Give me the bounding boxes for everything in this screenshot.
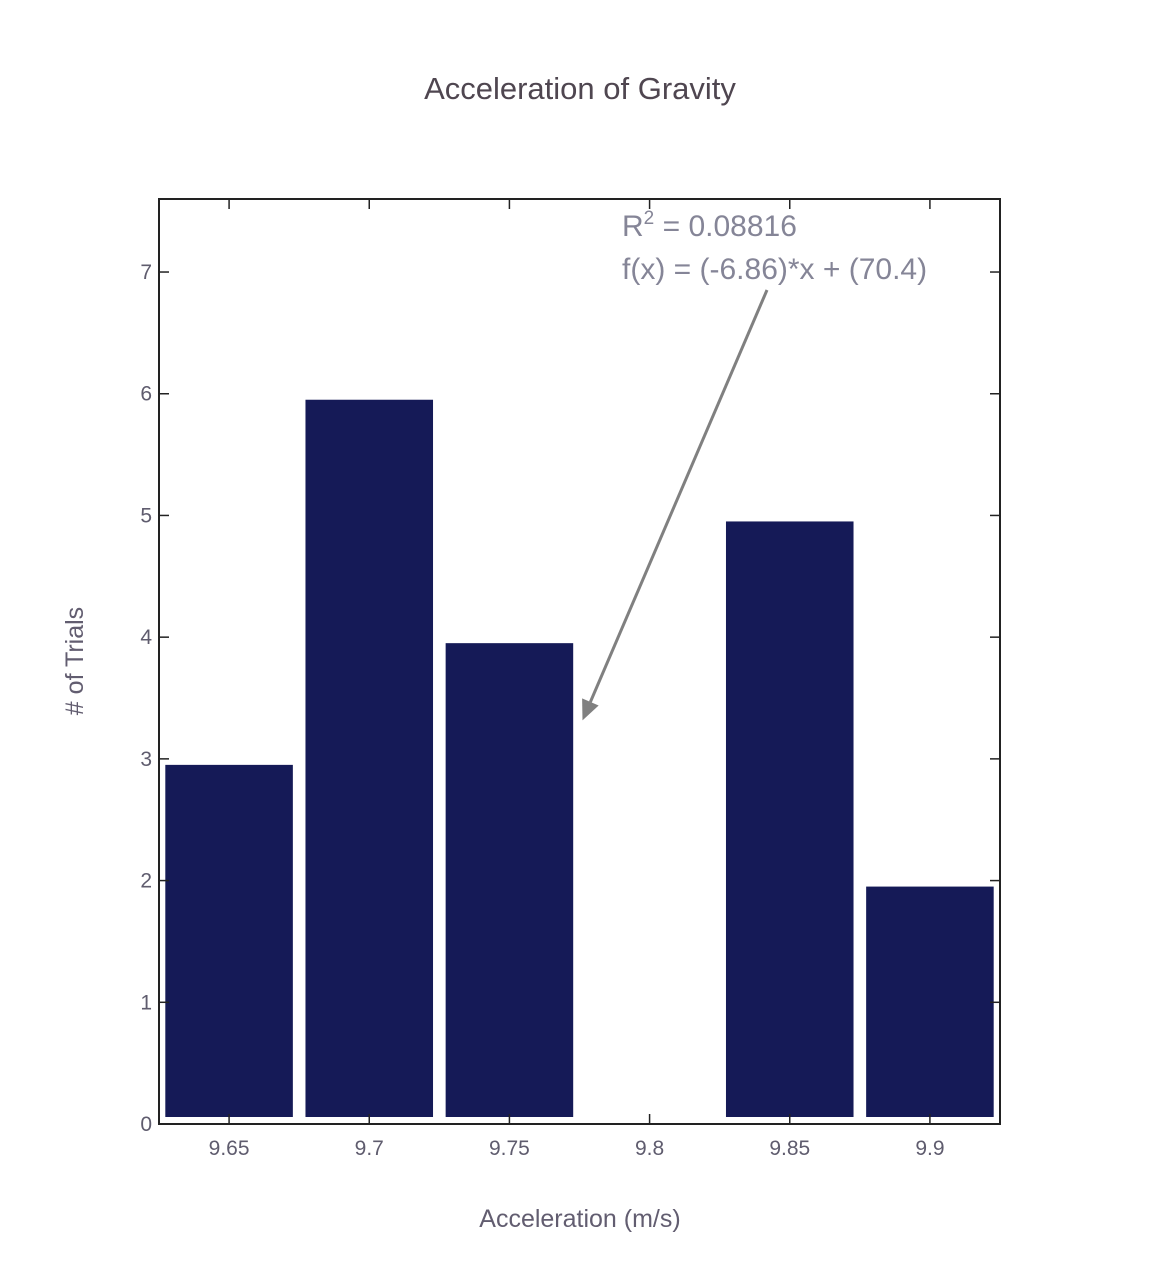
x-tick-label: 9.9 bbox=[915, 1137, 944, 1160]
x-tick-label: 9.65 bbox=[209, 1137, 250, 1160]
y-tick-label: 3 bbox=[140, 748, 152, 771]
x-tick-label: 9.85 bbox=[769, 1137, 810, 1160]
x-tick-labels: 9.65 9.7 9.75 9.8 9.85 9.9 bbox=[209, 1137, 945, 1160]
annotation-fit-equation: f(x) = (-6.86)*x + (70.4) bbox=[622, 253, 927, 286]
x-tick-label: 9.75 bbox=[489, 1137, 530, 1160]
y-tick-label: 4 bbox=[140, 626, 152, 649]
annotation-r2: R2 = 0.08816 bbox=[622, 208, 797, 243]
y-tick-label: 5 bbox=[140, 504, 152, 527]
y-axis-label: # of Trials bbox=[61, 607, 89, 715]
bar-9.7 bbox=[305, 399, 434, 1118]
plot-frame bbox=[158, 198, 1001, 1125]
bar-9.75 bbox=[445, 643, 574, 1117]
annotation-arrow-line bbox=[589, 289, 769, 703]
bar-9.65 bbox=[165, 764, 293, 1117]
y-tick-label: 1 bbox=[140, 991, 152, 1014]
x-tick-label: 9.7 bbox=[355, 1137, 384, 1160]
bars-group bbox=[165, 399, 994, 1118]
x-axis-label: Acceleration (m/s) bbox=[479, 1205, 680, 1233]
bar-9.9 bbox=[866, 886, 994, 1117]
fit-annotation: R2 = 0.08816 f(x) = (-6.86)*x + (70.4) bbox=[582, 208, 927, 721]
y-tick-label: 2 bbox=[140, 870, 152, 893]
x-tick-label: 9.8 bbox=[635, 1137, 664, 1160]
bar-9.85 bbox=[725, 521, 854, 1117]
y-tick-label: 6 bbox=[140, 383, 152, 406]
chart-title: Acceleration of Gravity bbox=[424, 71, 736, 106]
y-tick-label: 7 bbox=[140, 261, 152, 284]
annotation-arrow-head bbox=[582, 698, 599, 721]
y-tick-labels: 0 1 2 3 4 5 6 7 bbox=[140, 261, 152, 1136]
y-tick-label: 0 bbox=[140, 1113, 152, 1136]
